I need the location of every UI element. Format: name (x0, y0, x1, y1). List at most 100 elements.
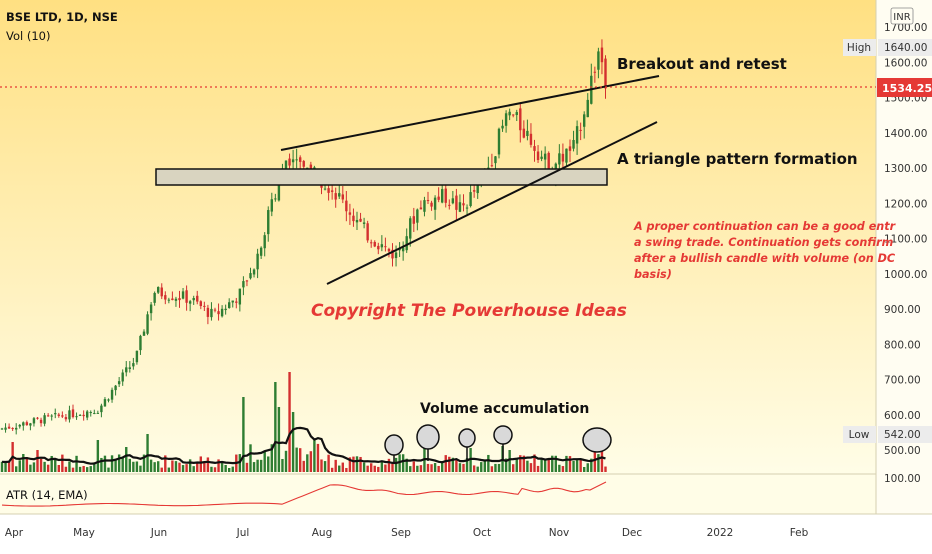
volume-bar (543, 459, 547, 472)
candle-body (536, 151, 540, 161)
last-price-tag-bg (877, 78, 932, 97)
candle-body (494, 156, 497, 164)
currency-badge-box[interactable] (890, 7, 914, 25)
volume-bar (274, 382, 277, 472)
symbol-title: BSE LTD, 1D, NSE (6, 10, 118, 24)
candle-body (561, 153, 565, 162)
volume-bar (561, 466, 565, 472)
candle-body (451, 198, 455, 204)
volume-bar (284, 450, 288, 472)
candle-body (100, 405, 103, 413)
candle-body (327, 188, 330, 193)
volume-bar (288, 372, 291, 472)
candle-body (547, 152, 550, 177)
atr-indicator-label: ATR (14, EMA) (6, 488, 88, 502)
volume-bar (352, 456, 355, 472)
low-tag-value-bg (878, 426, 932, 443)
volume-bar (50, 455, 53, 472)
candle-body (583, 114, 586, 127)
candle-body (142, 331, 146, 336)
candle-body (135, 350, 139, 363)
volume-bar (341, 462, 344, 472)
volume-bar (320, 459, 323, 472)
currency-badge[interactable]: INR (893, 12, 910, 23)
candle-body (387, 248, 391, 252)
candle-body (306, 167, 309, 169)
candle-body (256, 253, 259, 270)
volume-bar (61, 454, 64, 472)
candle-body (291, 159, 295, 163)
volume-bar (46, 464, 50, 472)
volume-bar (458, 463, 462, 472)
candle-body (455, 195, 458, 210)
candle-body (543, 153, 547, 160)
volume-bar (25, 457, 29, 472)
volume-bar (86, 467, 89, 472)
price-tick-label: 600.00 (884, 410, 921, 422)
volume-bar (4, 462, 7, 472)
volume-bar (519, 455, 522, 472)
candle-body (263, 235, 266, 249)
candle-body (497, 128, 501, 155)
candle-body (380, 244, 384, 248)
volume-bar (540, 458, 543, 472)
candle-body (117, 381, 121, 385)
low-tag-label: Low (849, 429, 870, 441)
volume-bar (373, 465, 376, 472)
candle-body (46, 415, 50, 417)
candle-body (501, 125, 504, 129)
volume-bar (441, 462, 444, 472)
volume-bar (575, 458, 579, 472)
volume-bar (362, 462, 366, 472)
volume-bar (480, 462, 483, 472)
volume-bar (75, 455, 78, 472)
candle-body (373, 242, 376, 247)
volume-bar (604, 466, 607, 472)
volume-annotation: Volume accumulation (420, 401, 589, 417)
note-line: a swing trade. Continuation gets confirm (634, 236, 893, 249)
volume-bar (593, 452, 597, 472)
volume-bar (437, 465, 440, 472)
volume-bar (0, 461, 4, 472)
candle-body (50, 415, 53, 417)
volume-bar (7, 461, 11, 472)
volume-bar (387, 458, 391, 472)
volume-bar (355, 456, 359, 472)
low-tag-label-bg (843, 426, 876, 443)
candle-body (11, 428, 14, 430)
candle-body (185, 290, 188, 303)
volume-bar (405, 458, 408, 472)
time-axis-label: 2022 (707, 527, 734, 539)
volume-bubble (493, 425, 513, 445)
volume-bar (465, 458, 469, 472)
volume-bar (512, 464, 515, 472)
volume-bar (508, 450, 511, 472)
time-axis-labels: Apr May Jun Jul Aug Sep Oct Nov Dec 2022 Feb (5, 527, 809, 539)
volume-bar (476, 466, 479, 472)
volume-bar (281, 458, 284, 472)
candle-body (600, 47, 604, 63)
volume-bar (164, 455, 167, 472)
candle-body (25, 422, 29, 426)
copyright-annotation: Copyright The Powerhouse Ideas (311, 301, 627, 321)
candle-body (508, 111, 511, 116)
volume-bar (132, 461, 135, 472)
candle-body (54, 413, 57, 415)
candle-body (405, 236, 408, 251)
volume-bar (426, 463, 430, 472)
candle-body (352, 215, 355, 222)
candle-body (586, 99, 589, 118)
time-axis-label: Feb (790, 527, 809, 539)
chart-background (0, 0, 876, 474)
candle-body (93, 413, 96, 415)
candle-body (114, 385, 117, 391)
volume-bar (494, 463, 497, 472)
volume-bar (242, 397, 245, 472)
price-tick-label: 1700.00 (884, 22, 927, 34)
price-tick-label: 500.00 (884, 445, 921, 457)
volume-bar (206, 457, 210, 472)
volume-bar (515, 457, 518, 472)
high-tag-label: High (847, 42, 871, 54)
volume-bubble (582, 427, 612, 453)
volume-bar (451, 457, 455, 472)
